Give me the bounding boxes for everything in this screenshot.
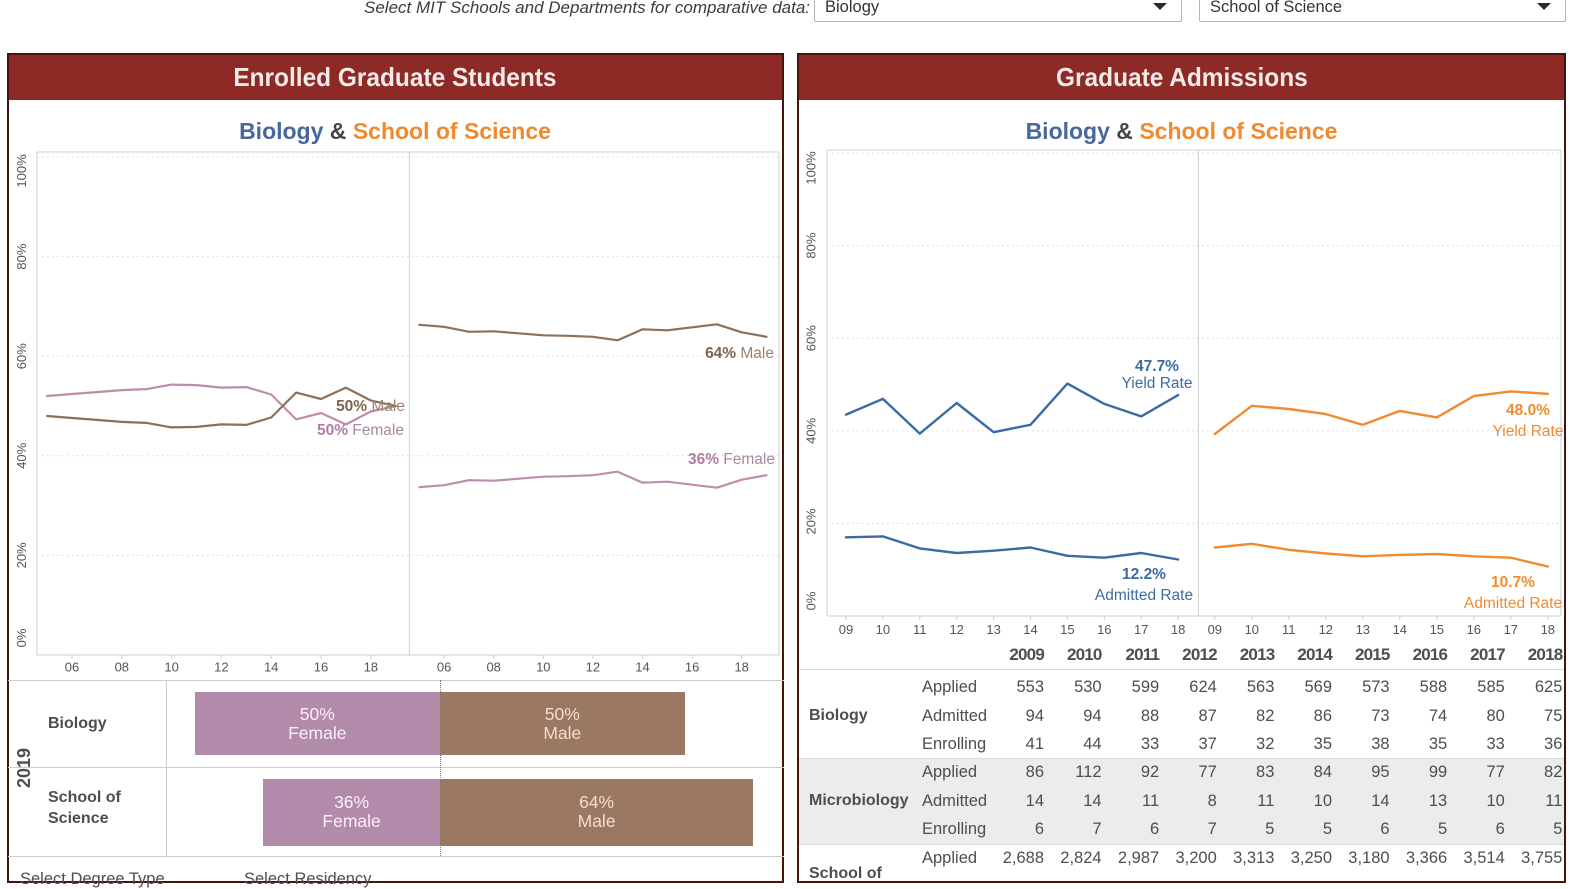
svg-text:10: 10 — [164, 660, 178, 675]
svg-text:17: 17 — [1134, 622, 1148, 637]
svg-text:10: 10 — [876, 622, 890, 637]
svg-text:60%: 60% — [804, 325, 819, 351]
svg-text:Admitted Rate: Admitted Rate — [1464, 595, 1562, 612]
svg-text:50% Male: 50% Male — [336, 398, 405, 415]
svg-text:16: 16 — [1097, 622, 1111, 637]
svg-text:06: 06 — [437, 660, 451, 675]
svg-text:08: 08 — [486, 660, 500, 675]
svg-text:48.0%: 48.0% — [1506, 402, 1550, 419]
svg-text:Yield Rate: Yield Rate — [1122, 375, 1193, 392]
svg-text:13: 13 — [1356, 622, 1370, 637]
svg-text:18: 18 — [1171, 622, 1185, 637]
svg-text:11: 11 — [1282, 622, 1296, 637]
svg-text:12: 12 — [586, 660, 600, 675]
svg-text:14: 14 — [264, 660, 278, 675]
svg-text:20%: 20% — [804, 508, 819, 534]
svg-text:16: 16 — [314, 660, 328, 675]
svg-text:10.7%: 10.7% — [1491, 574, 1535, 591]
svg-text:50% Female: 50% Female — [317, 422, 404, 439]
svg-text:16: 16 — [685, 660, 699, 675]
svg-text:12: 12 — [1319, 622, 1333, 637]
svg-text:13: 13 — [986, 622, 1000, 637]
svg-text:15: 15 — [1430, 622, 1444, 637]
svg-text:18: 18 — [734, 660, 748, 675]
svg-text:17: 17 — [1504, 622, 1518, 637]
svg-text:18: 18 — [1541, 622, 1555, 637]
svg-text:12.2%: 12.2% — [1122, 566, 1166, 583]
svg-text:36% Female: 36% Female — [688, 451, 775, 468]
svg-text:09: 09 — [839, 622, 853, 637]
svg-text:80%: 80% — [804, 232, 819, 258]
svg-text:09: 09 — [1208, 622, 1222, 637]
svg-text:18: 18 — [364, 660, 378, 675]
svg-text:10: 10 — [1245, 622, 1259, 637]
svg-text:Admitted Rate: Admitted Rate — [1095, 587, 1193, 604]
svg-text:Yield Rate: Yield Rate — [1493, 423, 1564, 440]
svg-text:20%: 20% — [14, 542, 29, 568]
svg-text:80%: 80% — [14, 243, 29, 269]
svg-text:10: 10 — [536, 660, 550, 675]
svg-text:47.7%: 47.7% — [1135, 358, 1179, 375]
svg-text:11: 11 — [913, 622, 927, 637]
svg-text:12: 12 — [949, 622, 963, 637]
svg-text:14: 14 — [635, 660, 649, 675]
svg-text:14: 14 — [1023, 622, 1037, 637]
svg-text:14: 14 — [1393, 622, 1407, 637]
svg-text:12: 12 — [214, 660, 228, 675]
svg-text:60%: 60% — [14, 343, 29, 369]
svg-text:0%: 0% — [804, 591, 819, 610]
svg-text:40%: 40% — [14, 442, 29, 468]
svg-text:0%: 0% — [14, 628, 29, 647]
svg-text:15: 15 — [1060, 622, 1074, 637]
svg-text:06: 06 — [65, 660, 79, 675]
svg-text:16: 16 — [1467, 622, 1481, 637]
svg-text:100%: 100% — [804, 151, 819, 185]
svg-text:100%: 100% — [14, 154, 29, 188]
svg-text:40%: 40% — [804, 417, 819, 443]
svg-text:64% Male: 64% Male — [705, 345, 774, 362]
svg-text:08: 08 — [115, 660, 129, 675]
